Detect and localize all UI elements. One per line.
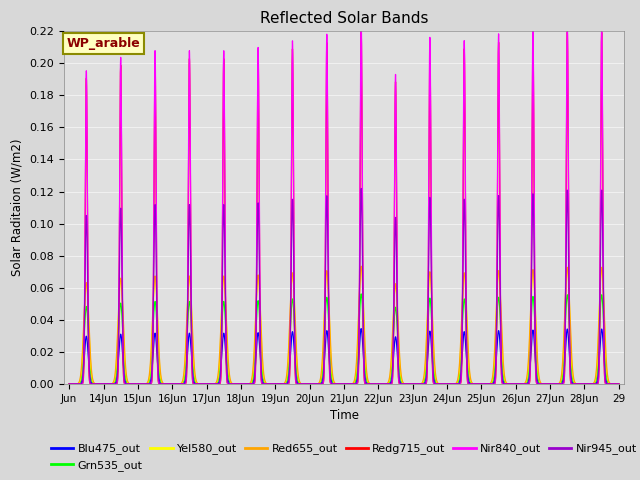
Nir945_out	[495, 195, 502, 201]
Nir840_out	[615, 381, 623, 387]
Line: Nir840_out: Nir840_out	[69, 21, 619, 384]
Grn535_out	[536, 381, 544, 386]
Blu475_out	[536, 381, 544, 387]
Red655_out	[65, 381, 73, 387]
Grn535_out	[179, 380, 187, 385]
Red655_out	[495, 268, 502, 274]
Nir840_out	[394, 349, 402, 355]
Red655_out	[357, 264, 365, 269]
Yel580_out	[495, 270, 502, 276]
Blu475_out	[179, 381, 187, 387]
Text: WP_arable: WP_arable	[67, 37, 141, 50]
Redg715_out	[495, 47, 502, 52]
Nir945_out	[394, 342, 402, 348]
Red655_out	[615, 381, 623, 387]
Nir840_out	[179, 381, 187, 387]
Yel580_out	[615, 381, 623, 387]
Nir840_out	[522, 381, 530, 387]
Nir840_out	[365, 381, 372, 387]
Title: Reflected Solar Bands: Reflected Solar Bands	[260, 11, 428, 26]
Blu475_out	[365, 381, 372, 387]
Grn535_out	[495, 295, 502, 300]
Blu475_out	[522, 381, 530, 387]
Nir840_out	[357, 18, 365, 24]
Nir945_out	[179, 381, 187, 387]
Grn535_out	[522, 381, 530, 386]
Line: Blu475_out: Blu475_out	[69, 329, 619, 384]
Line: Redg715_out: Redg715_out	[69, 29, 619, 384]
Nir840_out	[495, 37, 502, 43]
Yel580_out	[365, 380, 372, 385]
Blu475_out	[394, 359, 402, 365]
Redg715_out	[179, 381, 187, 387]
Grn535_out	[394, 337, 402, 343]
Legend: Blu475_out, Grn535_out, Yel580_out, Red655_out, Redg715_out, Nir840_out, Nir945_: Blu475_out, Grn535_out, Yel580_out, Red6…	[47, 439, 640, 475]
Redg715_out	[522, 381, 530, 387]
Red655_out	[536, 378, 544, 384]
Redg715_out	[365, 381, 372, 387]
Line: Grn535_out: Grn535_out	[69, 294, 619, 384]
Redg715_out	[357, 26, 365, 32]
Grn535_out	[615, 381, 623, 387]
Blu475_out	[357, 326, 365, 332]
Line: Yel580_out: Yel580_out	[69, 268, 619, 384]
Blu475_out	[65, 381, 73, 387]
Nir840_out	[65, 381, 73, 387]
X-axis label: Time: Time	[330, 409, 358, 422]
Yel580_out	[179, 378, 187, 384]
Red655_out	[522, 379, 530, 384]
Line: Red655_out: Red655_out	[69, 266, 619, 384]
Red655_out	[365, 379, 372, 384]
Line: Nir945_out: Nir945_out	[69, 189, 619, 384]
Nir945_out	[365, 381, 372, 387]
Nir945_out	[615, 381, 623, 387]
Nir945_out	[65, 381, 73, 387]
Nir945_out	[536, 381, 544, 387]
Redg715_out	[536, 381, 544, 387]
Blu475_out	[615, 381, 623, 387]
Y-axis label: Solar Raditaion (W/m2): Solar Raditaion (W/m2)	[11, 139, 24, 276]
Blu475_out	[495, 328, 502, 334]
Grn535_out	[365, 381, 372, 386]
Grn535_out	[357, 291, 365, 297]
Grn535_out	[65, 381, 73, 387]
Redg715_out	[615, 381, 623, 387]
Yel580_out	[536, 380, 544, 385]
Yel580_out	[357, 265, 365, 271]
Yel580_out	[65, 381, 73, 387]
Nir945_out	[357, 186, 365, 192]
Yel580_out	[394, 320, 402, 325]
Yel580_out	[522, 380, 530, 385]
Redg715_out	[65, 381, 73, 387]
Red655_out	[394, 315, 402, 321]
Redg715_out	[394, 358, 402, 364]
Nir840_out	[536, 381, 544, 387]
Red655_out	[179, 376, 187, 382]
Nir945_out	[522, 381, 530, 387]
